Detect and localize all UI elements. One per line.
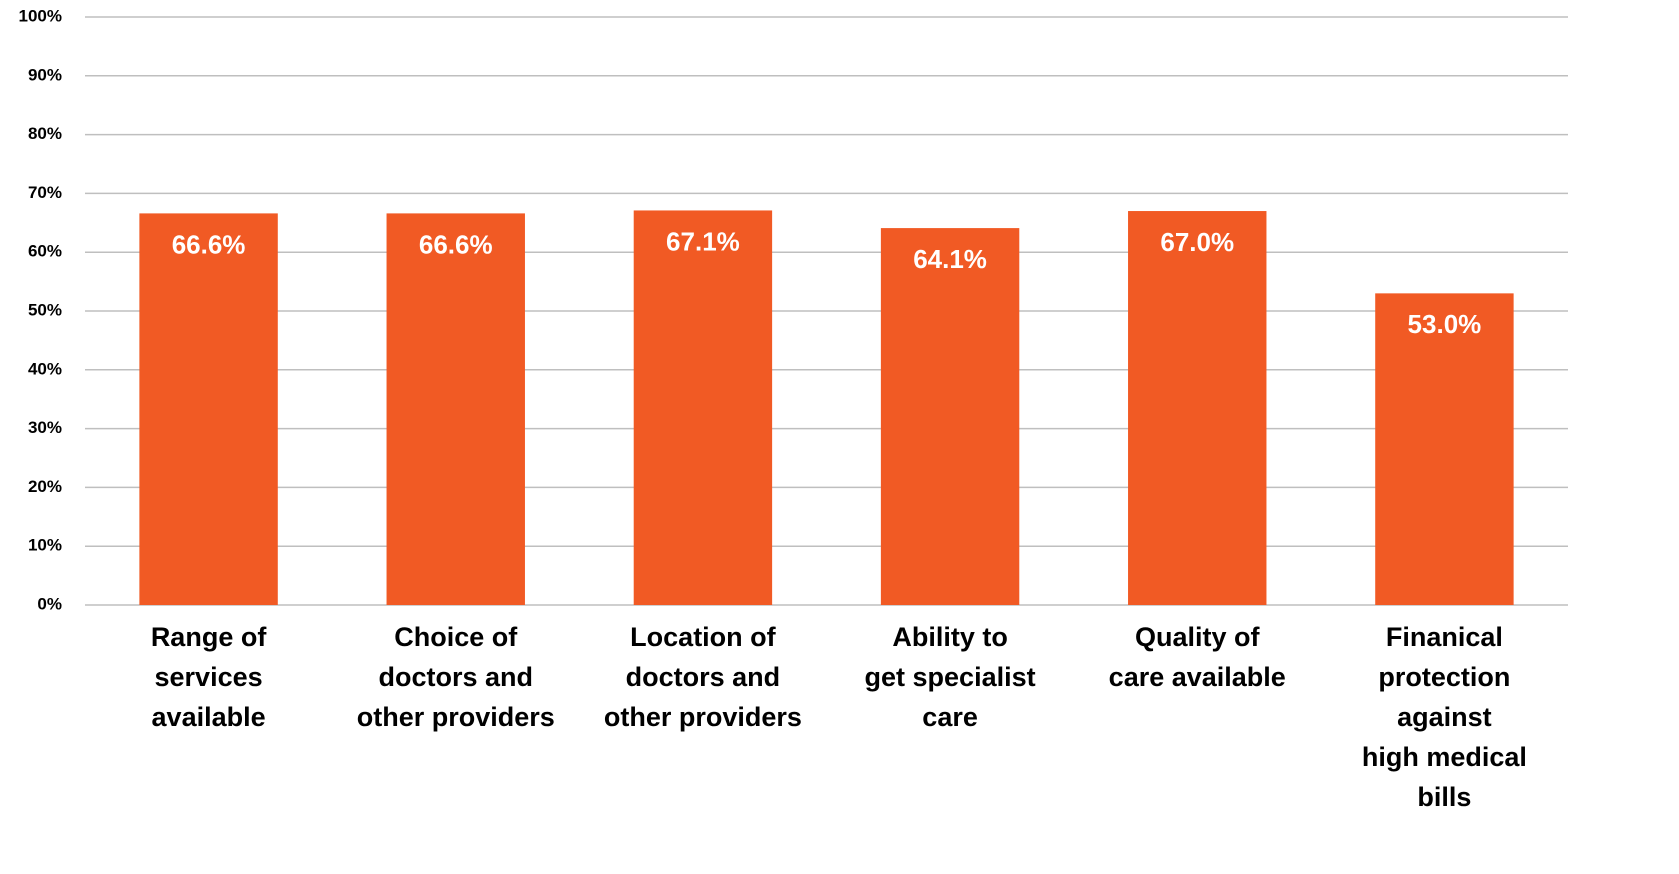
y-tick-label: 40% (28, 359, 62, 378)
x-tick-label: other providers (357, 702, 555, 732)
x-tick-label: bills (1417, 782, 1471, 812)
x-tick-label: doctors and (378, 662, 533, 692)
y-tick-label: 10% (28, 536, 62, 555)
bar (633, 210, 773, 605)
value-label: 67.0% (1160, 227, 1234, 257)
value-label: 67.1% (666, 226, 740, 256)
y-tick-label: 0% (37, 594, 62, 613)
x-tick-label: Quality of (1135, 622, 1261, 652)
y-tick-label: 60% (28, 242, 62, 261)
x-tick-label: get specialist (865, 662, 1036, 692)
x-tick-label: available (152, 702, 266, 732)
x-tick-label: services (155, 662, 263, 692)
x-tick-label: other providers (604, 702, 802, 732)
y-tick-label: 30% (28, 418, 62, 437)
y-tick-label: 20% (28, 477, 62, 496)
x-tick-label: Finanical (1386, 622, 1503, 652)
bar (1375, 293, 1514, 605)
value-label: 53.0% (1408, 309, 1482, 339)
x-tick-label: Ability to (892, 622, 1008, 652)
bar (880, 228, 1020, 606)
y-tick-label: 80% (28, 124, 62, 143)
value-label: 66.6% (172, 229, 246, 259)
bar (386, 213, 525, 605)
x-tick-label: doctors and (626, 662, 781, 692)
x-tick-label: protection (1378, 662, 1510, 692)
x-tick-label: Choice of (394, 622, 518, 652)
x-tick-label: Range of (151, 622, 268, 652)
y-tick-label: 50% (28, 300, 62, 319)
x-tick-label: against (1397, 702, 1492, 732)
x-tick-label: Location of (630, 622, 776, 652)
x-tick-label: high medical (1362, 742, 1527, 772)
value-label: 66.6% (419, 229, 493, 259)
y-tick-label: 100% (19, 6, 62, 25)
bar (139, 213, 278, 605)
x-tick-label: care (922, 702, 978, 732)
bar (1128, 211, 1267, 606)
x-tick-label: care available (1109, 662, 1286, 692)
value-label: 64.1% (913, 244, 987, 274)
y-tick-label: 70% (28, 183, 62, 202)
y-tick-label: 90% (28, 65, 62, 84)
